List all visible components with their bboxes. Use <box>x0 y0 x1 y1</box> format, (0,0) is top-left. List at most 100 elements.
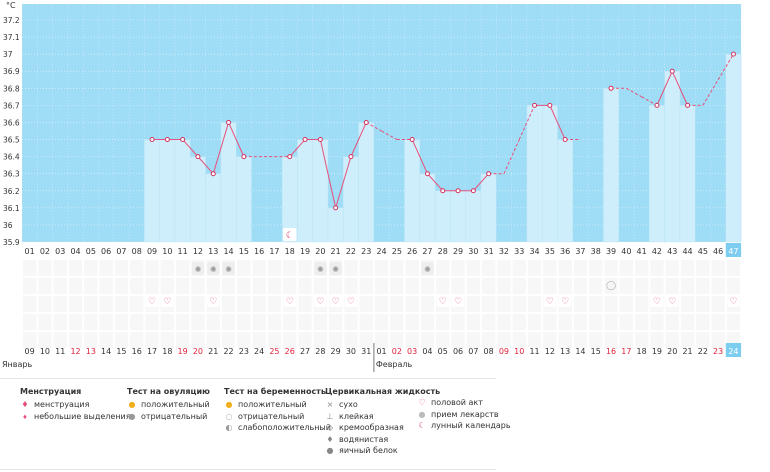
date-label: 20 <box>193 347 203 356</box>
temperature-bar <box>235 156 252 243</box>
day-number: 26 <box>407 247 417 256</box>
grid-cell <box>680 260 695 276</box>
date-label: 25 <box>269 347 279 356</box>
day-number: 13 <box>208 247 218 256</box>
grid-cell <box>405 332 419 348</box>
day-number: 32 <box>499 247 509 256</box>
grid-cell <box>696 314 710 330</box>
date-label: 19 <box>178 347 188 356</box>
grid-cell <box>604 260 618 276</box>
ovulation-negative-icon: ✺ <box>424 265 431 274</box>
grid-cell <box>176 332 190 348</box>
grid-cell <box>558 332 572 348</box>
temperature-bar <box>343 156 359 243</box>
day-number: 02 <box>40 247 50 256</box>
temperature-point <box>654 102 660 108</box>
date-label: 13 <box>86 347 96 356</box>
grid-cell <box>436 278 450 294</box>
day-number: 09 <box>147 247 157 256</box>
grid-cell <box>283 278 297 294</box>
grid-cell <box>482 314 496 330</box>
month-label-january: Январь <box>2 360 32 369</box>
grid-cell <box>298 296 312 312</box>
grid-cell <box>99 260 113 276</box>
date-label: 12 <box>70 347 80 356</box>
grid-cell <box>359 314 373 330</box>
grid-cell <box>23 260 37 276</box>
grid-cell <box>527 314 542 330</box>
grid-cell <box>482 296 496 312</box>
legend-menstruation-title: Менструация <box>20 387 82 396</box>
grid-cell <box>313 332 327 348</box>
heart-icon: ♡ <box>163 297 171 307</box>
moon-icon-bg <box>283 228 297 241</box>
heart-icon: ♡ <box>286 297 294 307</box>
grid-cell <box>237 278 251 294</box>
date-label: 08 <box>484 347 494 356</box>
grid-cell <box>696 296 710 312</box>
grid-cell <box>589 260 603 276</box>
grid-cell <box>359 278 373 294</box>
date-label: 10 <box>514 347 524 356</box>
grid-cell <box>267 314 282 330</box>
y-tick-label: 36.7 <box>3 101 20 110</box>
grid-cell <box>176 314 190 330</box>
temperature-line <box>212 122 230 174</box>
grid-cell <box>512 314 526 330</box>
grid-cell <box>38 260 52 276</box>
day-number: 43 <box>667 247 677 256</box>
grid-cell <box>344 332 358 348</box>
date-label: 17 <box>147 347 157 356</box>
legend-item-medication: ● прием лекарств <box>418 409 499 419</box>
grid-cell <box>99 296 113 312</box>
drop-small-icon: ♦ <box>22 413 28 421</box>
temperature-bar <box>404 139 421 243</box>
legend-item-sticky: ⊥ клейкая <box>326 411 374 421</box>
day-number: 12 <box>193 247 203 256</box>
grid-cell <box>68 314 83 330</box>
grid-cell <box>482 260 496 276</box>
temperature-gap-line <box>366 122 382 132</box>
grid-cell <box>573 278 588 294</box>
test-weak-icon: ◐ <box>225 423 233 432</box>
egg-icon: ● <box>326 446 334 455</box>
grid-cell <box>298 278 312 294</box>
day-number: 30 <box>468 247 478 256</box>
grid-cell <box>635 278 649 294</box>
grid-cell <box>359 296 373 312</box>
grid-cell <box>84 296 98 312</box>
temperature-line <box>319 139 337 208</box>
grid-cell <box>374 314 389 330</box>
temperature-line <box>350 122 367 157</box>
temperature-line <box>335 156 352 208</box>
legend-item-ovulation-negative: ● отрицательный <box>128 411 208 421</box>
grid-cell <box>344 260 358 276</box>
date-label: 09 <box>499 347 509 356</box>
intercourse-cell <box>161 294 174 307</box>
grid-cell <box>221 278 236 294</box>
temperature-line <box>472 173 490 192</box>
date-label: 11 <box>55 347 65 356</box>
y-tick-label: 37.2 <box>3 16 20 25</box>
grid-cell <box>527 260 542 276</box>
grid-cell <box>53 260 67 276</box>
day-number: 39 <box>606 247 616 256</box>
grid-cell <box>237 314 251 330</box>
grid-cell <box>589 314 603 330</box>
grid-cell <box>390 296 404 312</box>
temperature-point <box>608 85 614 91</box>
legend-item-dry: × сухо <box>326 400 358 409</box>
grid-cell <box>543 260 557 276</box>
moon-icon: ☾ <box>286 231 294 241</box>
temperature-bar <box>419 173 436 243</box>
grid-cell <box>543 314 557 330</box>
grid-cell <box>696 260 710 276</box>
day-number: 24 <box>376 247 386 256</box>
date-label: 07 <box>468 347 478 356</box>
day-number: 08 <box>132 247 142 256</box>
grid-cell <box>206 332 220 348</box>
grid-cell <box>466 296 480 312</box>
temperature-point <box>363 119 369 125</box>
intercourse-cell <box>145 294 159 307</box>
legend-ovulation: Тест на овуляцию ● положительный ● отрицат… <box>127 387 210 422</box>
